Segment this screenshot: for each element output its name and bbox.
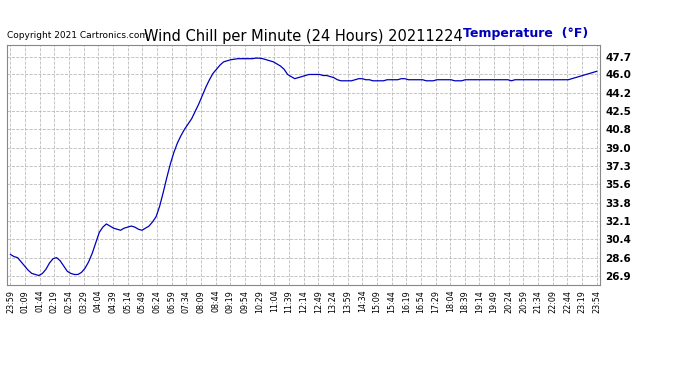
Text: Copyright 2021 Cartronics.com: Copyright 2021 Cartronics.com <box>7 31 148 40</box>
Title: Wind Chill per Minute (24 Hours) 20211224: Wind Chill per Minute (24 Hours) 2021122… <box>144 29 463 44</box>
Text: Temperature  (°F): Temperature (°F) <box>463 27 589 40</box>
